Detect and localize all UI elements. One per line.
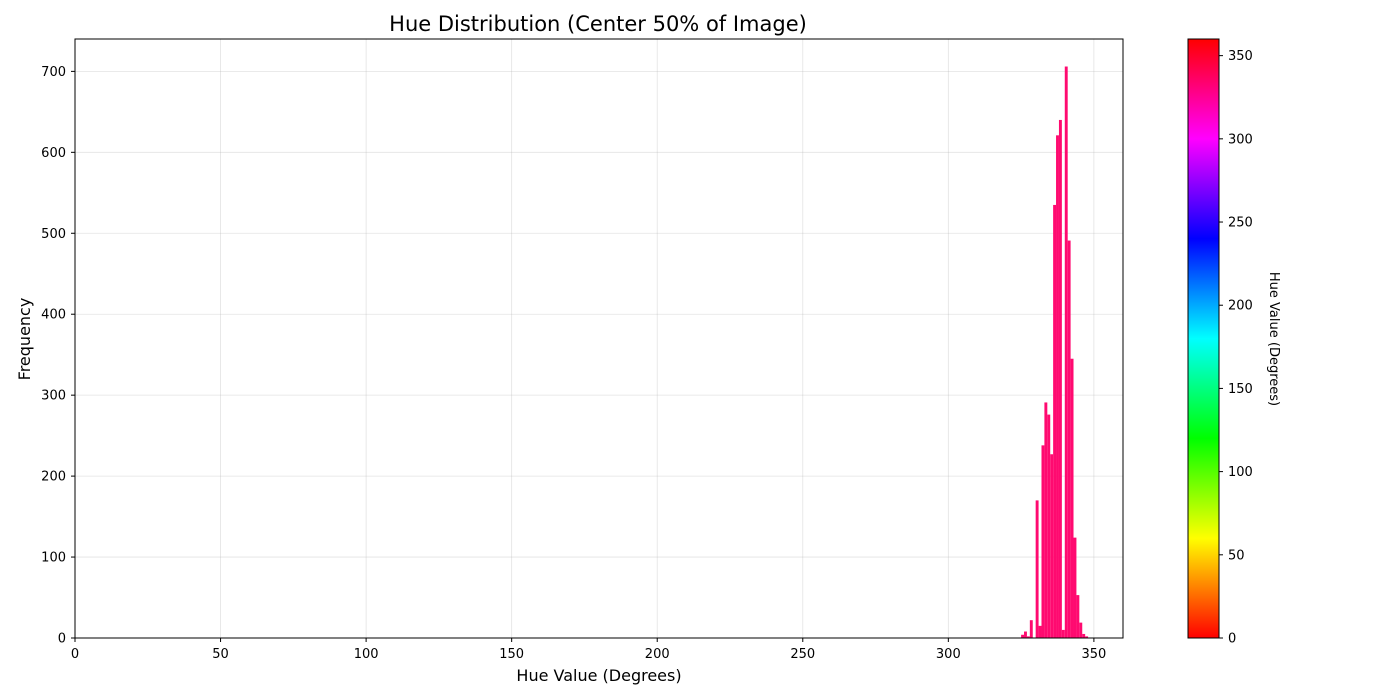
y-tick-label: 600 bbox=[41, 146, 66, 161]
histogram-bar bbox=[1038, 625, 1042, 638]
histogram-bar bbox=[1076, 595, 1080, 638]
y-tick-label: 300 bbox=[41, 389, 66, 404]
histogram-bar bbox=[1082, 633, 1086, 638]
histogram-bar bbox=[1035, 500, 1039, 638]
histogram-bar bbox=[1053, 204, 1057, 638]
x-tick-label: 0 bbox=[71, 647, 79, 662]
x-axis-ticks: 0 50 100 150 200 250 300 350 bbox=[71, 638, 1106, 662]
colorbar-label: Hue Value (Degrees) bbox=[1266, 272, 1281, 406]
histogram-bar bbox=[1029, 620, 1033, 638]
colorbar-tick-label: 300 bbox=[1228, 132, 1253, 147]
histogram-bar bbox=[1067, 240, 1071, 638]
x-tick-label: 200 bbox=[645, 647, 670, 662]
y-axis-ticks: 0 100 200 300 400 500 600 700 bbox=[41, 65, 75, 647]
colorbar-tick-label: 50 bbox=[1228, 548, 1245, 563]
histogram-bar bbox=[1085, 636, 1089, 638]
y-tick-label: 0 bbox=[58, 632, 66, 647]
x-axis-label: Hue Value (Degrees) bbox=[516, 666, 681, 685]
histogram-bar bbox=[1058, 119, 1062, 639]
histogram-bar bbox=[1047, 414, 1051, 638]
colorbar-tick-label: 250 bbox=[1228, 216, 1253, 231]
y-tick-label: 500 bbox=[41, 227, 66, 242]
histogram-bar bbox=[1024, 631, 1027, 638]
x-tick-label: 300 bbox=[936, 647, 961, 662]
colorbar-tick-label: 0 bbox=[1228, 632, 1236, 647]
colorbar bbox=[1187, 38, 1220, 639]
x-tick-label: 350 bbox=[1081, 647, 1106, 662]
y-tick-label: 700 bbox=[41, 65, 66, 80]
x-tick-label: 100 bbox=[354, 647, 379, 662]
histogram-bar bbox=[1050, 454, 1054, 638]
y-tick-label: 400 bbox=[41, 308, 66, 323]
histogram-bar bbox=[1044, 402, 1048, 638]
histogram-bar bbox=[1064, 66, 1068, 639]
plot-frame bbox=[74, 38, 1124, 639]
x-tick-label: 250 bbox=[790, 647, 815, 662]
colorbar-tick-label: 200 bbox=[1228, 299, 1253, 314]
colorbar-ticks: 0 50 100 150 200 250 300 350 bbox=[1219, 49, 1253, 647]
histogram-bar bbox=[1073, 537, 1077, 638]
x-tick-label: 50 bbox=[212, 647, 229, 662]
x-tick-label: 150 bbox=[499, 647, 524, 662]
histogram-bar bbox=[1021, 634, 1025, 638]
y-tick-label: 100 bbox=[41, 551, 66, 566]
histogram-bar bbox=[1041, 445, 1045, 638]
histogram-bar bbox=[1070, 358, 1074, 638]
histogram-bar bbox=[1079, 622, 1083, 638]
colorbar-tick-label: 350 bbox=[1228, 49, 1253, 64]
histogram-bar bbox=[1026, 636, 1030, 638]
grid-lines bbox=[74, 39, 1123, 639]
colorbar-tick-label: 100 bbox=[1228, 465, 1253, 480]
y-tick-label: 200 bbox=[41, 470, 66, 485]
chart-title: Hue Distribution (Center 50% of Image) bbox=[389, 12, 807, 36]
histogram-bar bbox=[1056, 135, 1059, 638]
colorbar-tick-label: 150 bbox=[1228, 382, 1253, 397]
histogram-bars bbox=[1021, 66, 1089, 639]
histogram-bar bbox=[1061, 629, 1065, 638]
y-axis-label: Frequency bbox=[15, 298, 34, 381]
